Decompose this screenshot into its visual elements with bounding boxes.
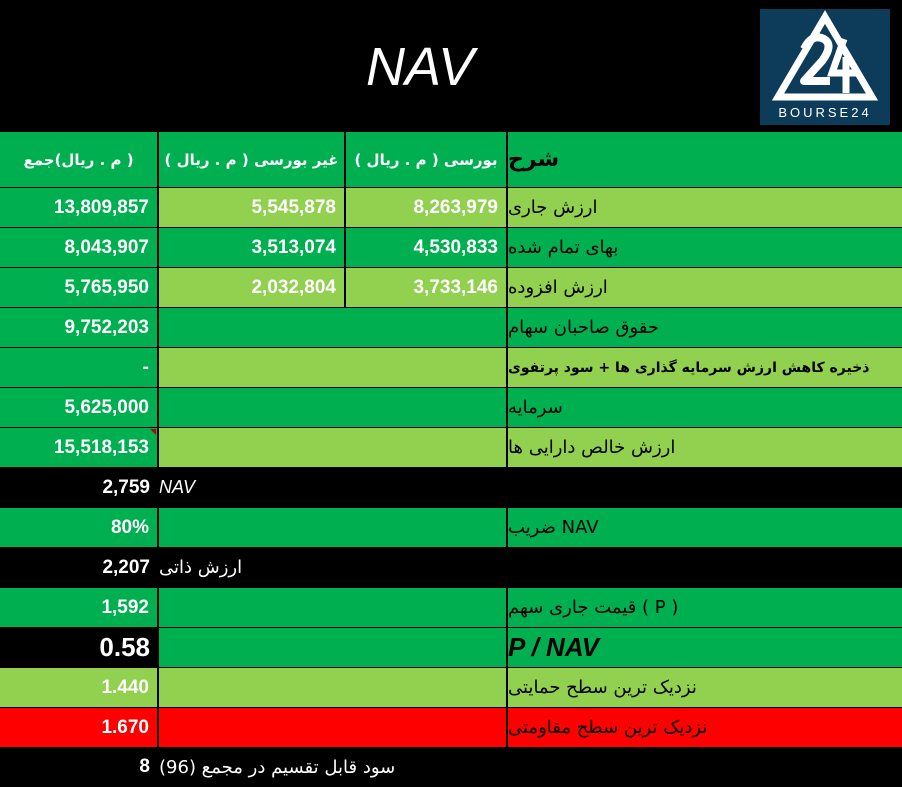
total-value: 1.670 (0, 708, 158, 747)
total-value: 2,207 (0, 548, 158, 587)
row-label: سرمایه (508, 388, 902, 427)
table-header-row: ( م . ریال)جمع غیر بورسی ( م . ریال ) بو… (0, 131, 902, 187)
table-row: 1,592 ( P ) قیمت جاری سهم (0, 587, 902, 627)
total-value: 1.440 (0, 668, 158, 707)
empty-cell (159, 308, 507, 347)
row-label: P / NAV (508, 628, 902, 667)
logo-mark-icon (771, 10, 879, 101)
total-value: 8 (0, 748, 158, 786)
table-row: 5,765,950 2,032,804 3,733,146 ارزش افزود… (0, 267, 902, 307)
row-label: NAV (159, 468, 902, 507)
total-value: 15,518,153 (0, 428, 158, 467)
table-row: 1.440 نزدیک ترین سطح حمایتی (0, 667, 902, 707)
row-label: NAV ضریب (508, 508, 902, 547)
total-value: 2,759 (0, 468, 158, 507)
row-label: ارزش افزوده (508, 268, 902, 307)
table-row: 0.58 P / NAV (0, 627, 902, 667)
total-value: 13,809,857 (0, 188, 158, 227)
empty-cell (159, 348, 507, 387)
non-bourse-value: 5,545,878 (159, 188, 345, 227)
page-title: NAV (365, 37, 475, 97)
row-label: بهای تمام شده (508, 228, 902, 267)
empty-cell (159, 588, 507, 627)
logo-text: BOURSE24 (778, 105, 872, 120)
row-label: ارزش جاری (508, 188, 902, 227)
comment-marker-icon (150, 429, 156, 435)
non-bourse-value: 3,513,074 (159, 228, 345, 267)
total-value-text: 15,518,153 (53, 436, 149, 458)
total-value: 80% (0, 508, 158, 547)
table-row: 80% NAV ضریب (0, 507, 902, 547)
header: NAV BOURSE24 (0, 0, 902, 131)
col-header-total: ( م . ریال)جمع (0, 132, 158, 187)
total-value: - (0, 348, 158, 387)
empty-cell (159, 628, 507, 667)
table-row: 5,625,000 سرمایه (0, 387, 902, 427)
empty-cell (159, 388, 507, 427)
col-header-description: شرح (508, 132, 902, 187)
row-label: حقوق صاحبان سهام (508, 308, 902, 347)
col-header-bourse: بورسی ( م . ریال ) (346, 132, 507, 187)
table-row: 8 سود قابل تقسیم در مجمع (96) (0, 747, 902, 786)
row-label: ارزش خالص دارایی ها (508, 428, 902, 467)
table-row: 13,809,857 5,545,878 8,263,979 ارزش جاری (0, 187, 902, 227)
row-label: ( P ) قیمت جاری سهم (508, 588, 902, 627)
row-label: سود قابل تقسیم در مجمع (96) (159, 748, 902, 786)
bourse-value: 3,733,146 (346, 268, 507, 307)
empty-cell (159, 668, 507, 707)
total-value: 5,765,950 (0, 268, 158, 307)
row-label: نزدیک ترین سطح مقاومتی (508, 708, 902, 747)
table-row: 8,043,907 3,513,074 4,530,833 بهای تمام … (0, 227, 902, 267)
nav-table: ( م . ریال)جمع غیر بورسی ( م . ریال ) بو… (0, 131, 902, 786)
empty-cell (159, 428, 507, 467)
empty-cell (159, 708, 507, 747)
total-value: 0.58 (0, 628, 158, 667)
row-label: ذخیره کاهش ارزش سرمایه گذاری ها + سود پر… (508, 348, 902, 387)
bourse-value: 8,263,979 (346, 188, 507, 227)
col-header-non-bourse: غیر بورسی ( م . ریال ) (159, 132, 345, 187)
bourse24-logo: BOURSE24 (760, 9, 890, 125)
table-row: - ذخیره کاهش ارزش سرمایه گذاری ها + سود … (0, 347, 902, 387)
table-row: 9,752,203 حقوق صاحبان سهام (0, 307, 902, 347)
bourse-value: 4,530,833 (346, 228, 507, 267)
table-row: 1.670 نزدیک ترین سطح مقاومتی (0, 707, 902, 747)
row-label: نزدیک ترین سطح حمایتی (508, 668, 902, 707)
table-row: 15,518,153 ارزش خالص دارایی ها (0, 427, 902, 467)
total-value: 5,625,000 (0, 388, 158, 427)
total-value: 9,752,203 (0, 308, 158, 347)
non-bourse-value: 2,032,804 (159, 268, 345, 307)
table-row: 2,207 ارزش ذاتی (0, 547, 902, 587)
total-value: 1,592 (0, 588, 158, 627)
empty-cell (159, 508, 507, 547)
table-row: 2,759 NAV (0, 467, 902, 507)
total-value: 8,043,907 (0, 228, 158, 267)
row-label: ارزش ذاتی (159, 548, 902, 587)
